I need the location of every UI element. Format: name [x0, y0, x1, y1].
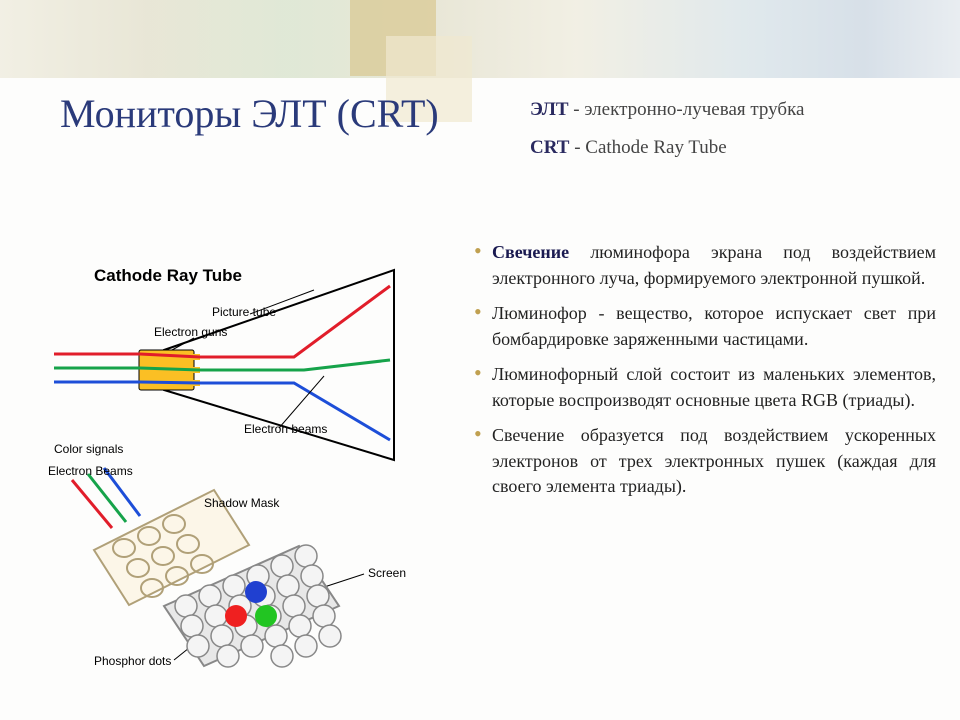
label-electron-guns: Electron guns: [154, 325, 227, 339]
label-electron-beams-left: Electron Beams: [48, 464, 133, 478]
crt-label: CRT: [530, 137, 569, 158]
crt-diagram: Cathode Ray Tube: [54, 250, 474, 680]
label-phosphor-dots: Phosphor dots: [94, 654, 171, 668]
list-item: Люминофорный слой состоит из маленьких э…: [492, 362, 936, 413]
list-item: Свечение образуется под воздействием уск…: [492, 423, 936, 500]
diagram-title: Cathode Ray Tube: [94, 266, 242, 286]
bullet-list: Свечение люминофора экрана под воздейств…: [492, 240, 936, 510]
label-color-signals: Color signals: [54, 442, 123, 456]
label-screen: Screen: [368, 566, 406, 580]
label-electron-beams: Electron beams: [244, 422, 327, 436]
crt-text: - Cathode Ray Tube: [569, 137, 726, 158]
page-title: Мониторы ЭЛТ (CRT): [60, 90, 920, 137]
list-item: Свечение люминофора экрана под воздейств…: [492, 240, 936, 291]
label-shadow-mask: Shadow Mask: [204, 496, 279, 510]
label-picture-tube: Picture tube: [212, 305, 276, 319]
list-item: Люминофор - вещество, которое испускает …: [492, 301, 936, 352]
